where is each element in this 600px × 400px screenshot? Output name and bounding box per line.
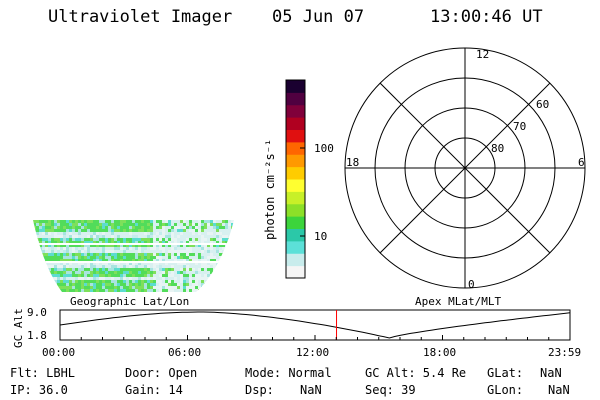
geo-map-label: Geographic Lat/Lon: [70, 295, 190, 308]
colorbar-cell: [286, 92, 305, 106]
altitude-ylabel: GC Alt: [12, 308, 25, 348]
colorbar-frame: [285, 79, 306, 279]
altitude-xtick-label: 12:00: [296, 346, 330, 359]
glat-label: GLat:: [487, 366, 524, 380]
gc-alt-info: GC Alt: 5.4 Re: [365, 366, 467, 380]
altitude-ytick-min: 1.8: [27, 329, 47, 342]
dsp-value: NaN: [300, 383, 322, 397]
filter-info: Flt: LBHL: [10, 366, 76, 380]
colorbar-cell: [286, 253, 305, 267]
colorbar-cell: [286, 104, 305, 118]
polar-plot-label: Apex MLat/MLT: [415, 295, 502, 308]
colorbar-cell: [286, 228, 305, 242]
glon-value: NaN: [548, 383, 570, 397]
altitude-xtick-label: 23:59: [548, 346, 582, 359]
colorbar-cell: [286, 129, 305, 143]
colorbar-cell: [286, 203, 305, 217]
glat-value: NaN: [540, 366, 562, 380]
mlt-0-label: 0: [468, 278, 475, 291]
time-label: 13:00:46 UT: [430, 7, 543, 27]
colorbar-cell: [286, 240, 305, 254]
lat-60-label: 60: [536, 98, 550, 111]
colorbar-cell: [286, 154, 305, 168]
colorbar-cell: [286, 216, 305, 230]
glon-label: GLon:: [487, 383, 524, 397]
altitude-curve: [59, 311, 571, 339]
colorbar-cell: [286, 179, 305, 192]
colorbar-tick-100: 100: [314, 142, 334, 155]
gain-info: Gain: 14: [125, 383, 183, 397]
colorbar-cell: [286, 166, 305, 180]
instrument-title: Ultraviolet Imager: [48, 7, 233, 27]
door-info: Door: Open: [125, 366, 198, 380]
altitude-xtick-label: 06:00: [168, 346, 202, 359]
colorbar-cell: [286, 191, 305, 205]
dsp-label: Dsp:: [245, 383, 274, 397]
mlt-12-label: 12: [476, 48, 490, 61]
altitude-xtick-label: 18:00: [423, 346, 457, 359]
colorbar-cell: [286, 80, 305, 93]
mlt-18-label: 18: [346, 156, 360, 169]
ip-info: IP: 36.0: [10, 383, 68, 397]
lat-80-label: 80: [491, 142, 505, 155]
mlt-6-label: 6: [578, 156, 585, 169]
date-label: 05 Jun 07: [272, 7, 365, 27]
polar-diagonal: [379, 82, 551, 254]
seq-info: Seq: 39: [365, 383, 416, 397]
altitude-ytick-max: 9.0: [27, 306, 47, 319]
colorbar-cell: [286, 141, 305, 155]
colorbar-cell: [286, 265, 305, 279]
colorbar-tick-10: 10: [314, 230, 328, 243]
colorbar-cells: [286, 80, 305, 279]
altitude-xtick-label: 00:00: [42, 346, 76, 359]
mode-info: Mode: Normal: [245, 366, 332, 380]
lat-70-label: 70: [513, 120, 527, 133]
colorbar-cell: [286, 117, 305, 131]
altitude-x-ticks: [59, 335, 571, 340]
